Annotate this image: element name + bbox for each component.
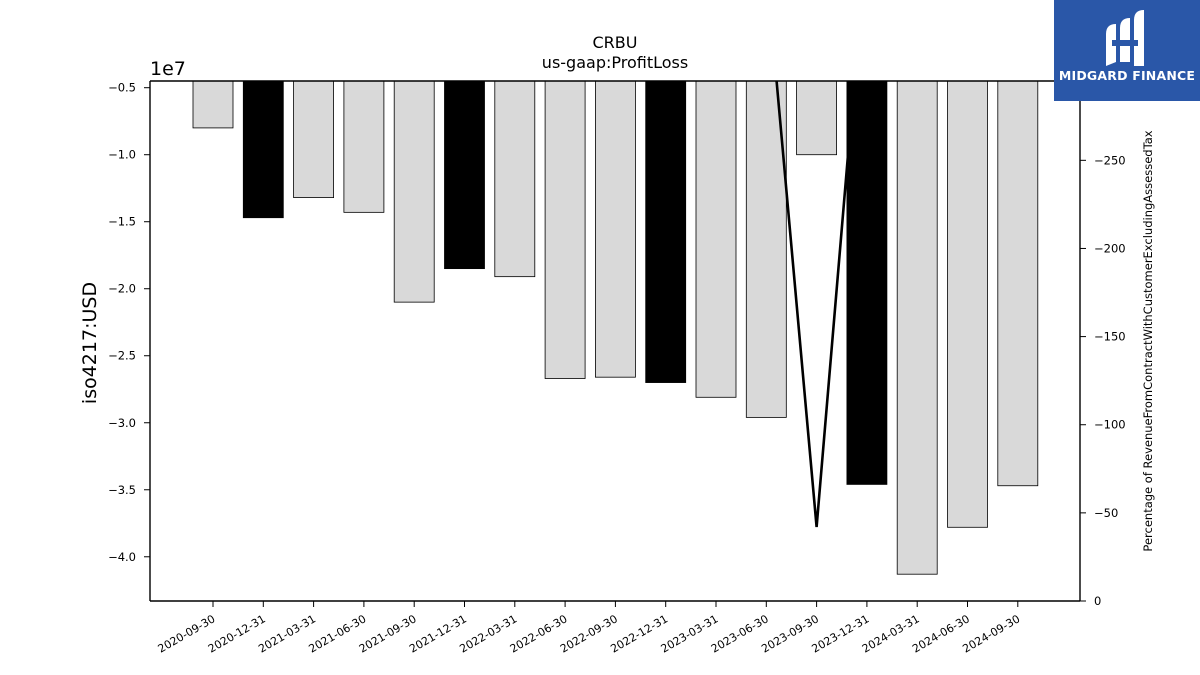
series-line [775,81,856,528]
line-group [775,81,856,528]
y-tick-label: −2.0 [108,282,136,296]
y-tick-label: −4.0 [108,550,136,564]
bar [444,80,485,270]
bar [343,80,385,213]
bar [494,80,536,278]
bar [997,80,1039,487]
bar [796,80,837,156]
y-tick-label: −2.5 [108,349,136,363]
bar [896,80,938,575]
y2-tick-label: −200 [1094,241,1126,255]
y-tick-label: −3.0 [108,416,136,430]
chart-title: CRBU [593,33,638,52]
y-axis-label: iso4217:USD [79,282,101,404]
y2-tick-label: −50 [1094,506,1118,520]
x-tick-label: 2024-09-30 [960,612,1022,655]
bar [846,80,888,485]
bar [645,80,687,383]
y2-tick-label: −150 [1094,330,1126,344]
y-tick-label: −1.0 [108,148,136,162]
bar [947,80,988,528]
bar [695,80,737,398]
y-offset-label: 1e7 [150,58,186,80]
y2-axis-label: Percentage of RevenueFromContractWithCus… [1141,130,1155,551]
chart-subtitle: us-gaap:ProfitLoss [542,53,688,72]
bar [293,80,335,198]
logo-mark-icon [1106,10,1144,66]
y-tick-label: −3.5 [108,483,136,497]
bars-group [192,80,1039,575]
bar [192,80,234,129]
y2-tick-label: 0 [1094,594,1101,608]
bar [745,80,787,418]
y2-tick-label: −100 [1094,418,1126,432]
bar [393,80,435,303]
bar [595,80,636,378]
y-tick-label: −1.5 [108,215,136,229]
logo-text: MIDGARD FINANCE [1058,68,1196,83]
company-logo: MIDGARD FINANCE [1054,0,1200,101]
bar [242,80,284,219]
bar [544,80,586,379]
y2-tick-label: −250 [1094,153,1126,167]
y-tick-label: −0.5 [108,81,136,95]
